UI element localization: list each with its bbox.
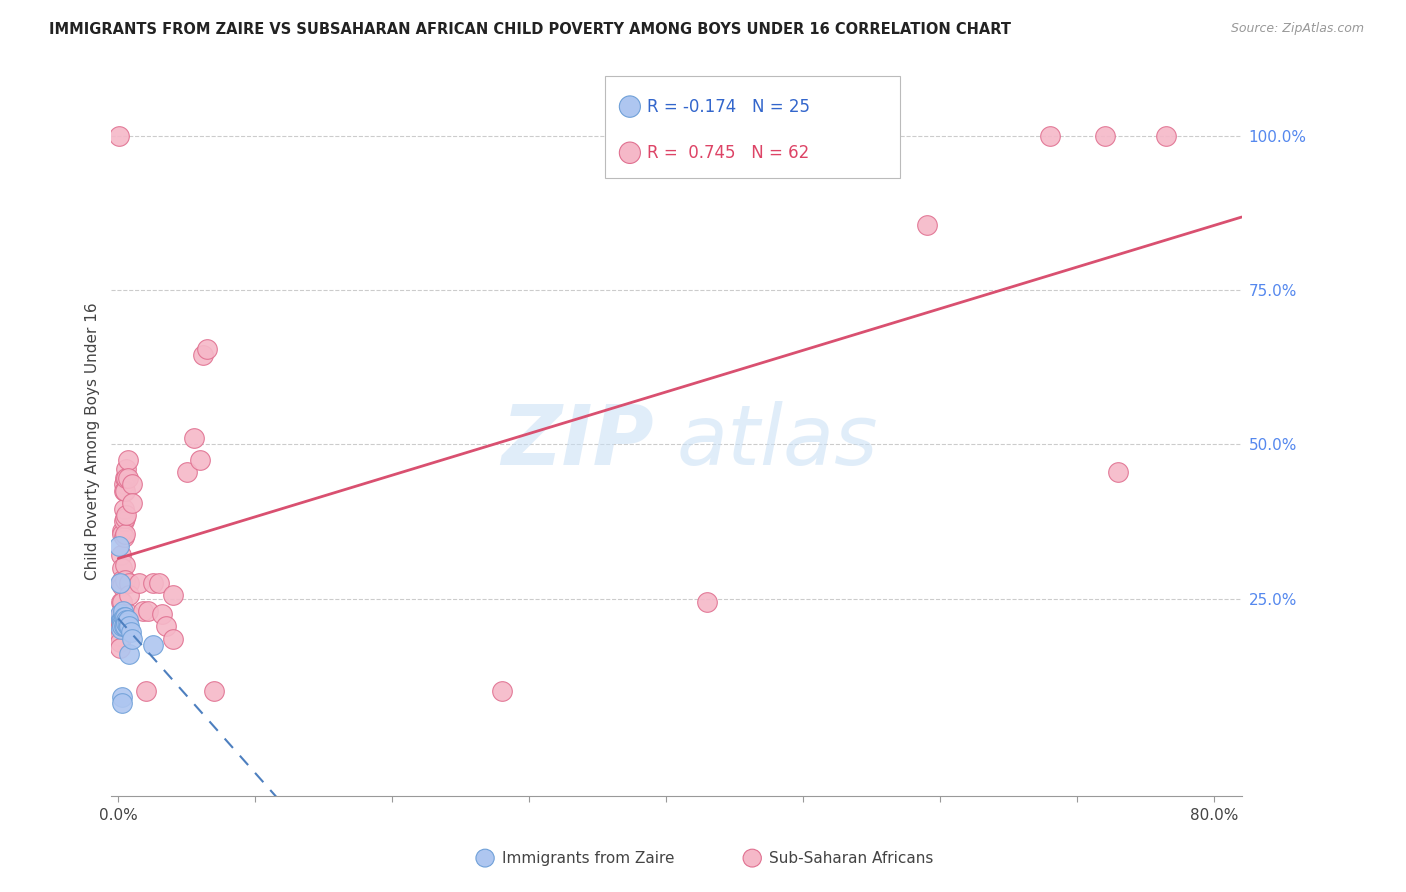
Point (115, 462, 138, 476)
Point (110, 576, 132, 591)
Point (110, 594, 132, 608)
Text: Sub-Saharan Africans: Sub-Saharan Africans (769, 851, 934, 865)
Point (112, 604, 135, 618)
Point (111, 607, 134, 621)
Point (112, 530, 135, 544)
Point (176, 465, 198, 479)
Point (1156, 128, 1178, 143)
Point (108, 576, 131, 591)
Text: atlas: atlas (676, 401, 879, 482)
Point (118, 576, 141, 591)
Point (111, 579, 134, 593)
Point (111, 619, 134, 633)
Point (193, 348, 215, 362)
Point (110, 613, 132, 627)
Point (121, 496, 143, 510)
Point (150, 607, 173, 621)
Point (110, 613, 132, 627)
Point (195, 342, 218, 356)
Point (118, 589, 141, 603)
Point (121, 477, 143, 491)
Point (111, 524, 134, 538)
Point (155, 619, 177, 633)
Point (108, 128, 131, 143)
Point (110, 607, 132, 621)
Point (190, 452, 212, 467)
Point (696, 594, 718, 608)
Point (108, 640, 131, 655)
Point (114, 558, 136, 572)
Point (111, 560, 134, 574)
Point (1094, 128, 1116, 143)
Point (111, 690, 134, 705)
Point (132, 604, 155, 618)
Point (114, 483, 136, 498)
Point (108, 610, 131, 624)
Point (110, 549, 132, 563)
Text: R = -0.174   N = 25: R = -0.174 N = 25 (647, 97, 810, 116)
Point (112, 477, 135, 491)
Point (202, 684, 225, 698)
Point (491, 684, 513, 698)
Point (114, 511, 136, 525)
Point (135, 684, 157, 698)
Point (108, 634, 131, 648)
Point (112, 483, 135, 498)
Point (118, 607, 141, 621)
Point (162, 632, 184, 646)
Point (114, 471, 136, 485)
Point (1039, 128, 1062, 143)
Point (111, 613, 134, 627)
Point (141, 576, 163, 591)
Point (128, 576, 150, 591)
Point (915, 218, 938, 232)
Point (141, 638, 163, 652)
Point (115, 616, 138, 631)
Point (117, 452, 139, 467)
Point (110, 607, 132, 621)
Point (111, 573, 134, 587)
Point (112, 619, 135, 633)
Point (114, 573, 136, 587)
Point (108, 623, 131, 637)
Point (114, 619, 136, 633)
Point (1107, 465, 1129, 479)
Y-axis label: Child Poverty Among Boys Under 16: Child Poverty Among Boys Under 16 (86, 302, 100, 580)
Text: IMMIGRANTS FROM ZAIRE VS SUBSAHARAN AFRICAN CHILD POVERTY AMONG BOYS UNDER 16 CO: IMMIGRANTS FROM ZAIRE VS SUBSAHARAN AFRI… (49, 22, 1011, 37)
Point (115, 613, 138, 627)
Point (115, 471, 138, 485)
Point (112, 502, 135, 516)
Point (117, 619, 139, 633)
Text: ZIP: ZIP (502, 401, 654, 482)
Point (111, 526, 134, 541)
Point (112, 515, 135, 529)
Point (110, 623, 132, 637)
Text: R =  0.745   N = 62: R = 0.745 N = 62 (647, 144, 808, 161)
Text: Immigrants from Zaire: Immigrants from Zaire (502, 851, 675, 865)
Point (120, 625, 142, 640)
Point (114, 526, 136, 541)
Point (111, 616, 134, 631)
Point (111, 697, 134, 711)
Point (121, 632, 143, 646)
Point (117, 613, 139, 627)
Point (118, 619, 141, 633)
Point (118, 647, 141, 661)
Point (111, 594, 134, 608)
Point (114, 610, 136, 624)
Point (108, 539, 131, 553)
Point (183, 431, 205, 445)
Point (111, 613, 134, 627)
Point (112, 610, 135, 624)
Point (110, 613, 132, 627)
Point (108, 628, 131, 642)
Point (148, 576, 170, 591)
Text: Source: ZipAtlas.com: Source: ZipAtlas.com (1230, 22, 1364, 36)
Point (117, 471, 139, 485)
Point (138, 604, 160, 618)
Point (162, 589, 184, 603)
Point (115, 508, 138, 523)
